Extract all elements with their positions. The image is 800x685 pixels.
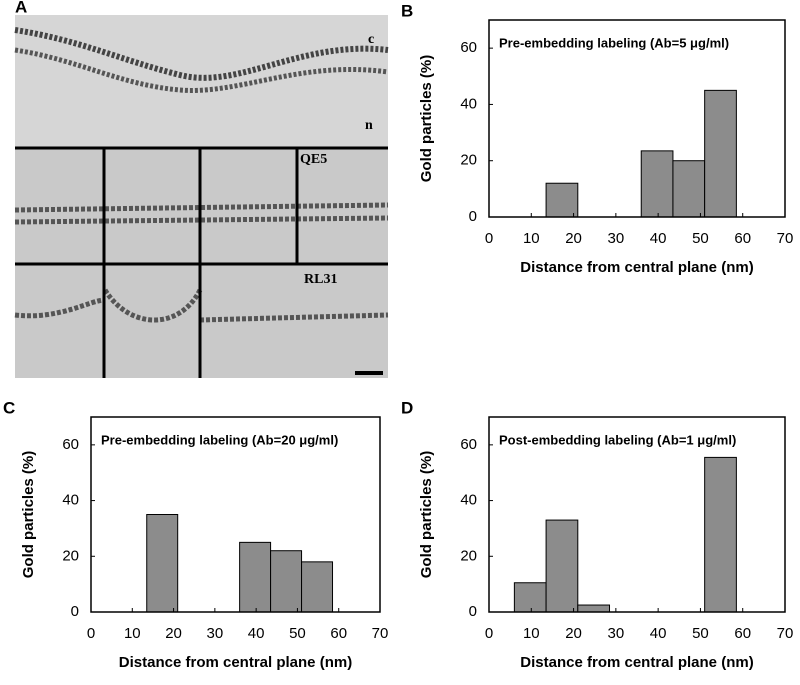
x-tick-label: 30	[608, 625, 625, 642]
x-tick-label: 0	[485, 625, 493, 642]
x-tick-label: 70	[372, 625, 389, 642]
y-tick-label: 40	[460, 95, 477, 112]
label: c	[368, 32, 374, 47]
micrograph-top	[15, 15, 388, 148]
bar	[640, 150, 674, 218]
scale-bar	[355, 371, 383, 375]
x-tick-label: 10	[523, 230, 540, 247]
panel-label: A	[15, 0, 27, 16]
x-tick-label: 50	[692, 230, 709, 247]
panel-divider	[15, 146, 388, 378]
bar	[577, 604, 611, 613]
x-tick-label: 40	[650, 625, 667, 642]
x-tick-label: 10	[523, 625, 540, 642]
bar	[513, 582, 547, 613]
chart-title: Pre-embedding labeling (Ab=5 μg/ml)	[499, 35, 729, 50]
plot-frame	[90, 416, 381, 613]
bar	[672, 160, 706, 218]
y-axis-label: Gold particles (%)	[418, 451, 435, 579]
chart-title: Pre-embedding labeling (Ab=20 μg/ml)	[101, 432, 338, 447]
x-tick-label: 70	[777, 230, 794, 247]
y-tick-label: 40	[62, 492, 79, 509]
panel-label: D	[401, 398, 413, 417]
y-axis-label: Gold particles (%)	[20, 451, 37, 579]
y-tick-label: 0	[71, 603, 79, 620]
x-tick-label: 30	[608, 230, 625, 247]
bar	[146, 514, 179, 613]
label: n	[365, 118, 373, 133]
y-tick-label: 0	[469, 603, 477, 620]
y-axis-label: Gold particles (%)	[418, 55, 435, 183]
bar	[545, 519, 579, 613]
x-tick-label: 50	[692, 625, 709, 642]
y-tick-label: 0	[469, 208, 477, 225]
membrane	[14, 27, 389, 81]
plot-frame	[488, 19, 786, 218]
panel-label: B	[401, 1, 413, 20]
x-tick-label: 70	[777, 625, 794, 642]
bar	[270, 550, 303, 613]
x-tick-label: 60	[734, 625, 751, 642]
y-tick-label: 20	[460, 547, 477, 564]
bar	[545, 182, 579, 218]
x-axis-label: Distance from central plane (nm)	[520, 259, 753, 276]
y-tick-label: 20	[62, 547, 79, 564]
x-tick-label: 10	[124, 625, 141, 642]
x-tick-label: 20	[165, 625, 182, 642]
panel-label: C	[3, 398, 15, 417]
plot-frame	[488, 416, 786, 613]
chart-title: Post-embedding labeling (Ab=1 μg/ml)	[499, 432, 736, 447]
x-tick-label: 20	[565, 625, 582, 642]
y-tick-label: 60	[62, 436, 79, 453]
x-tick-label: 60	[734, 230, 751, 247]
x-tick-label: 0	[87, 625, 95, 642]
micrograph: A c n QE5 RL31	[14, 0, 389, 378]
x-axis-label: Distance from central plane (nm)	[520, 654, 753, 671]
bar	[704, 89, 737, 218]
y-tick-label: 20	[460, 152, 477, 169]
x-tick-label: 50	[289, 625, 306, 642]
x-tick-label: 40	[248, 625, 265, 642]
membrane	[14, 47, 389, 93]
x-tick-label: 0	[485, 230, 493, 247]
y-tick-label: 40	[460, 492, 477, 509]
label: QE5	[300, 152, 327, 167]
y-tick-label: 60	[460, 436, 477, 453]
bar	[239, 541, 272, 613]
bar	[301, 561, 334, 613]
x-tick-label: 40	[650, 230, 667, 247]
bar	[704, 456, 737, 613]
y-tick-label: 60	[460, 39, 477, 56]
x-tick-label: 60	[330, 625, 347, 642]
label: RL31	[304, 272, 337, 287]
x-axis-label: Distance from central plane (nm)	[119, 654, 352, 671]
x-tick-label: 30	[207, 625, 224, 642]
membrane	[14, 288, 389, 323]
x-tick-label: 20	[565, 230, 582, 247]
